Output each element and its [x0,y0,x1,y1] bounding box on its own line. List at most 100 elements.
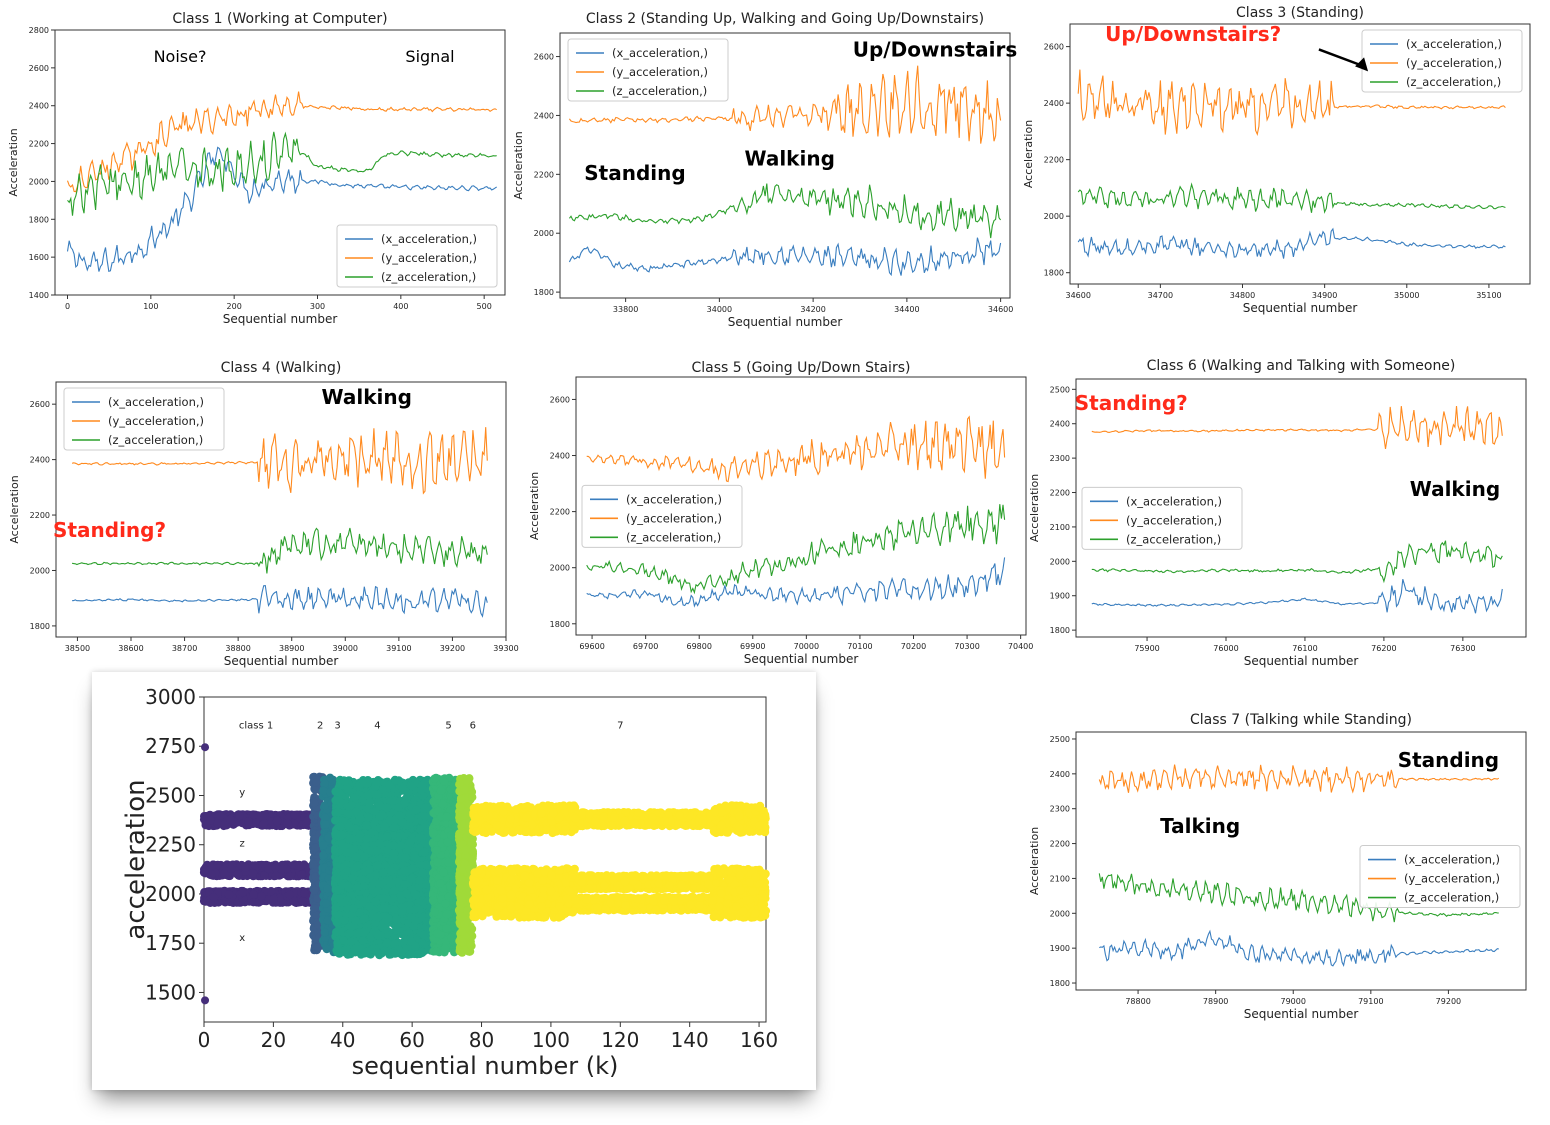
x-tick-label: 38800 [225,644,250,653]
x-tick-label: 69600 [579,642,604,651]
y-tick-label: 2400 [1044,99,1064,108]
y-tick-label: 2000 [30,566,50,575]
scatter-point-class4 [331,796,340,805]
x-tick-label: 70300 [954,642,979,651]
x-tick-label: 70200 [901,642,926,651]
scatter-point-class3 [323,884,332,894]
chart-title: Class 2 (Standing Up, Walking and Going … [586,11,984,27]
y-tick-label: 1800 [1044,269,1064,278]
x-axis-label: Sequential number [1243,301,1358,315]
legend-y-entry: (y_acceleration,) [1126,513,1222,527]
annotation-arrow [1318,48,1365,68]
legend-z-entry: (z_acceleration,) [108,433,203,447]
x-tick-label: 40 [330,1028,355,1052]
scatter-point-class4 [373,790,382,799]
series-line-z [1077,182,1506,214]
y-tick-label: 2300 [1050,454,1070,463]
plot-frame [54,29,506,296]
class1-panel: Class 1 (Working at Computer) 0 100 200 300 4… [0,5,515,330]
scatter-point-class4 [420,812,430,821]
legend: (x_acceleration,)(y_acceleration,)(z_acc… [567,38,729,102]
series-line-x [568,237,1002,277]
x-tick-label: 76300 [1450,644,1475,653]
class1-chart: Class 1 (Working at Computer)0 100 200 300 4… [7,11,506,326]
legend-box [567,38,729,102]
scatter-point-class1 [290,810,299,820]
scatter-point-class4 [350,793,360,802]
series-line-y [66,91,497,193]
scatter-point-class4 [417,781,427,790]
x-tick-label: 39000 [333,644,358,653]
series-line-z [71,527,488,574]
x-tick-label: 160 [740,1028,778,1052]
scatter-point-class4 [375,812,385,821]
legend-x-entry: (x_acceleration,) [1406,37,1502,51]
scatter-point-class1 [216,811,225,820]
scatter-point-class4 [401,853,410,862]
scatter-point-class1 [257,892,266,901]
x-tick-label: 39100 [386,644,411,653]
y-tick-label: 2200 [534,170,554,179]
annotation-up-downstairs-: Up/Downstairs? [1105,22,1281,46]
legend-z-entry: (z_acceleration,) [1126,532,1221,546]
scatter-point-class4 [395,811,404,820]
scatter-point-class1 [285,890,294,899]
chart-title: Class 1 (Working at Computer) [172,11,387,27]
chart-title: Class 3 (Standing) [1236,5,1364,21]
scatter-point-class1 [249,810,259,820]
x-axis-label: Sequential number [728,315,843,329]
y-tick-label: 2600 [1044,43,1064,52]
y-tick-label: 2000 [29,177,49,186]
scatter-point-class1 [264,864,273,874]
chart-title: Class 4 (Walking) [221,360,342,376]
scatter-point-class4 [372,778,382,787]
class3-chart: Class 3 (Standing)34600 34700 34800 34900 35… [1022,5,1531,315]
scatter-point-class1 [271,871,280,880]
x-tick-label: 33800 [613,305,638,314]
x-tick-label: 60 [399,1028,424,1052]
x-tick-label: 34200 [800,305,825,314]
scatter-point-class3 [319,841,328,850]
scatter-point-class1 [207,870,216,879]
legend-y-entry: (y_acceleration,) [381,251,477,265]
scatter-point-class1 [249,890,258,899]
scatter-point-class2 [312,778,321,787]
legend-y-entry: (y_acceleration,) [1406,56,1502,70]
y-tick-label: 1800 [30,622,50,631]
x-tick-label: 38700 [172,644,197,653]
scatter-point-class1 [244,817,253,826]
scatter-point-class2 [311,835,320,844]
scatter-point-class3 [321,820,330,829]
legend: (x_acceleration,)(y_acceleration,)(z_acc… [336,224,498,288]
legend-box [336,224,498,288]
y-tick-label: 2200 [29,140,49,149]
x-tick-label: 76000 [1213,644,1238,653]
x-tick-label: 38600 [118,644,143,653]
x-axis-label: Sequential number [224,654,339,668]
scatter-point-class1 [259,820,268,829]
y-tick-label: 2400 [1050,420,1070,429]
legend-x-entry: (x_acceleration,) [1126,494,1222,508]
series-line-y [586,415,1006,483]
y-tick-label: 1800 [29,215,49,224]
scatter-point-class3 [320,928,329,937]
y-tick-label: 2600 [550,395,570,404]
scatter-point-class3 [323,916,332,925]
annotation-standing: Standing [584,161,685,185]
scatter-point-class4 [358,776,368,785]
y-tick-label: 1800 [1050,626,1070,635]
y-tick-label: 2800 [29,26,49,35]
scatter-point-class1 [226,815,235,824]
legend-z-entry: (z_acceleration,) [381,270,476,284]
x-tick-label: 34600 [988,305,1013,314]
x-tick-label: 500 [477,302,492,311]
x-tick-label: 34700 [1148,291,1173,300]
series-line-y [568,65,1002,144]
series-line-x [1077,227,1506,259]
series-line-y [1077,69,1506,136]
plot-frame [575,376,1027,636]
annotation-standing-: Standing? [53,518,166,542]
legend-x-entry: (x_acceleration,) [108,395,204,409]
x-axis-label: sequential number (k) [352,1052,619,1080]
